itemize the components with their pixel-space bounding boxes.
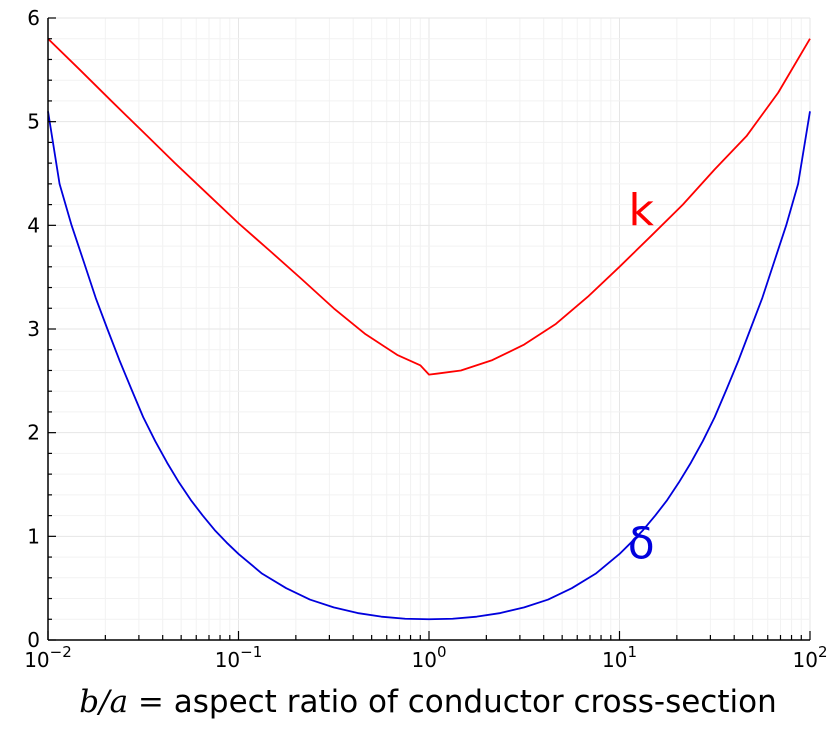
x-tick-base: 10 <box>412 648 437 672</box>
x-tick-base: 10 <box>24 648 49 672</box>
y-tick-label: 1 <box>27 524 40 548</box>
x-tick-label: 102 <box>793 643 828 672</box>
y-tick-label: 4 <box>27 213 40 237</box>
x-axis-label-text: aspect ratio of conductor cross-section <box>164 684 777 720</box>
x-tick-exponent: 0 <box>437 643 447 661</box>
y-tick-label: 3 <box>27 317 40 341</box>
x-tick-label: 101 <box>602 643 637 672</box>
series-label-0: k <box>628 185 654 236</box>
series-label-1: δ <box>628 519 655 570</box>
series-labels: kδ <box>628 185 655 570</box>
series-layer <box>47 38 811 621</box>
y-tick-label: 6 <box>27 6 40 30</box>
x-axis-label-math: b/a = <box>79 684 164 720</box>
series-line-1 <box>47 111 811 621</box>
y-tick-label: 0 <box>27 628 40 652</box>
series-line-0 <box>47 38 811 376</box>
x-tick-base: 10 <box>602 648 627 672</box>
x-tick-exponent: −1 <box>240 643 262 661</box>
x-tick-base: 10 <box>793 648 818 672</box>
x-tick-label: 100 <box>412 643 447 672</box>
x-tick-exponent: 2 <box>818 643 828 661</box>
grid <box>47 17 811 641</box>
x-tick-exponent: 1 <box>627 643 637 661</box>
x-tick-exponent: −2 <box>50 643 72 661</box>
x-axis-label: b/a = aspect ratio of conductor cross-se… <box>79 684 776 720</box>
x-tick-base: 10 <box>215 648 240 672</box>
y-tick-label: 5 <box>27 110 40 134</box>
y-tick-label: 2 <box>27 421 40 445</box>
x-tick-label: 10−1 <box>215 643 263 672</box>
x-tick-label: 10−2 <box>24 643 72 672</box>
